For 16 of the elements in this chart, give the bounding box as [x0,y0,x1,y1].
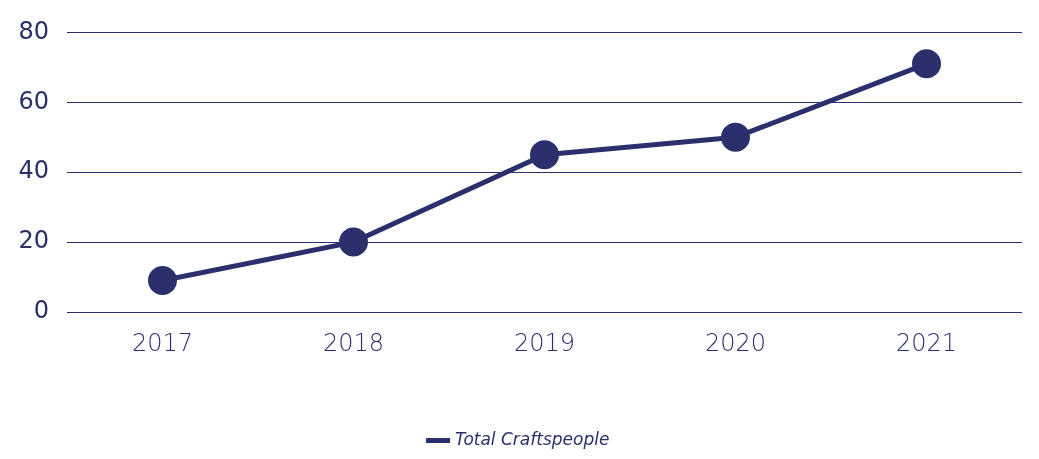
point [912,49,941,79]
x-tick-label: 2020 [704,328,767,357]
y-tick-label: 80 [18,16,49,45]
point [721,122,750,152]
y-tick-label: 40 [18,156,49,185]
y-tick-label: 0 [33,296,49,325]
point [148,266,177,296]
legend-label: Total Craftspeople [455,428,610,449]
y-tick-label: 60 [18,86,49,115]
point [530,140,559,170]
x-tick-label: 2021 [895,328,958,357]
y-tick-label: 20 [18,226,49,255]
point [339,227,368,257]
x-tick-label: 2018 [322,328,385,357]
x-tick-label: 2019 [513,328,576,357]
x-tick-label: 2017 [131,328,194,357]
